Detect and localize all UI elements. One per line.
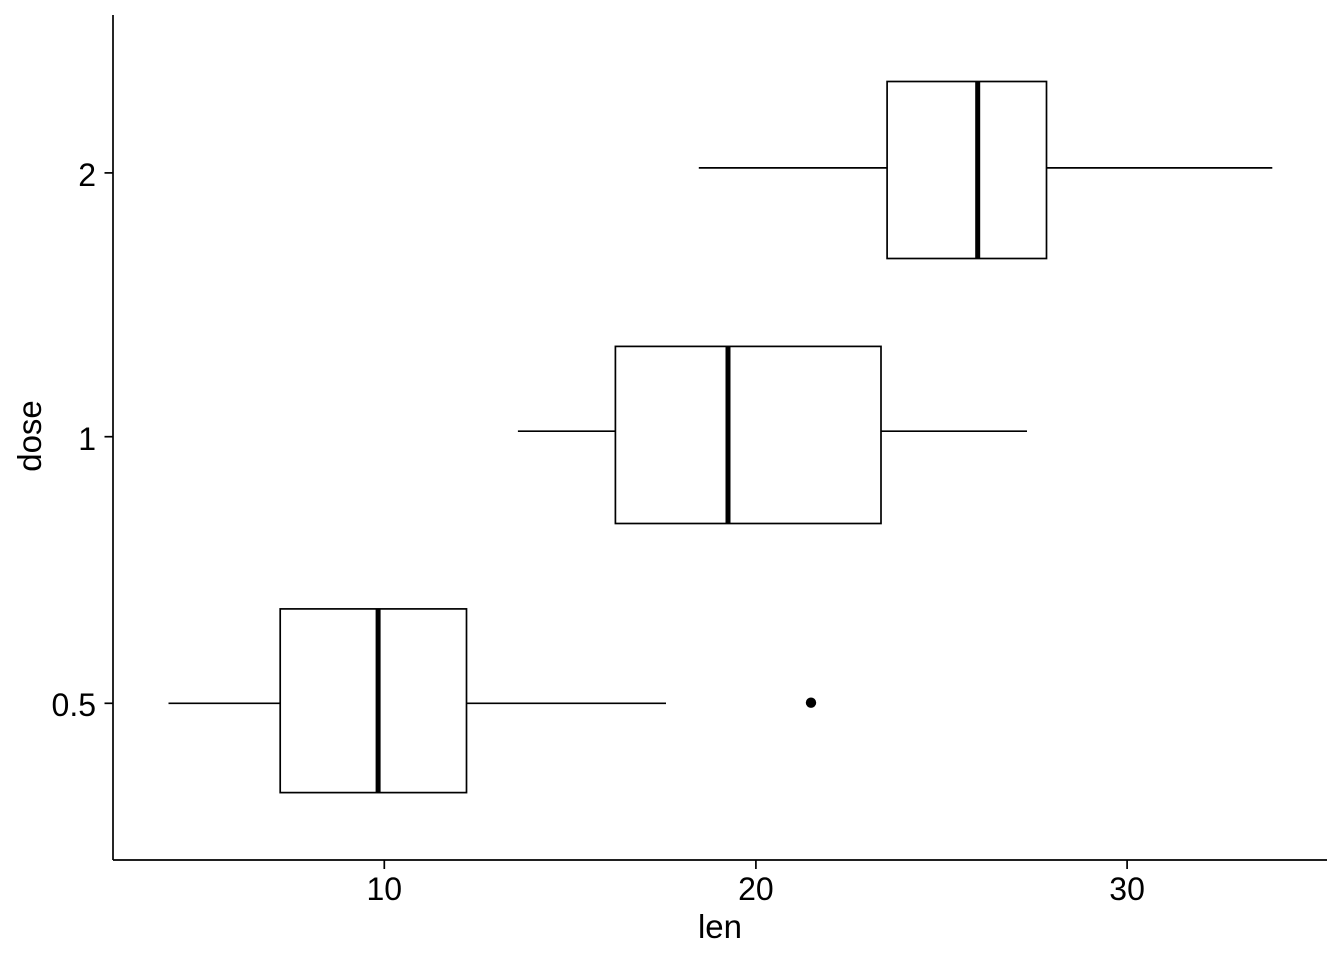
svg-text:20: 20 xyxy=(738,871,774,907)
svg-text:len: len xyxy=(698,908,742,945)
svg-text:dose: dose xyxy=(11,400,48,472)
svg-text:2: 2 xyxy=(78,157,96,193)
svg-text:10: 10 xyxy=(367,871,403,907)
svg-text:0.5: 0.5 xyxy=(52,687,96,723)
svg-text:1: 1 xyxy=(78,421,96,457)
svg-text:30: 30 xyxy=(1109,871,1145,907)
